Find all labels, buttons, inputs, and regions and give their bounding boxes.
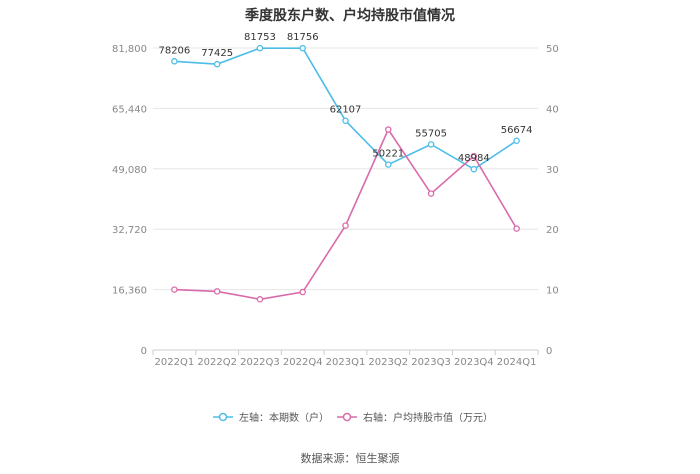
x-tick-label: 2022Q3 bbox=[240, 357, 280, 368]
x-tick-label: 2023Q3 bbox=[411, 357, 451, 368]
point-avg-value bbox=[427, 190, 435, 197]
x-tick-label: 2022Q4 bbox=[283, 357, 323, 368]
legend: 左轴：本期数（户） 右轴：户均持股市值（万元） bbox=[213, 411, 493, 424]
point-avg-value bbox=[385, 126, 392, 133]
chart-title: 季度股东户数、户均持股市值情况 bbox=[245, 8, 455, 24]
right-tick-label: 20 bbox=[546, 225, 559, 236]
point-households bbox=[213, 60, 221, 68]
x-tick-label: 2022Q1 bbox=[155, 357, 195, 368]
point-avg-value bbox=[470, 152, 478, 160]
data-source: 数据来源：恒生聚源 bbox=[300, 452, 400, 465]
right-tick-label: 10 bbox=[546, 286, 559, 297]
legend-label-households: 左轴：本期数（户） bbox=[239, 411, 329, 424]
right-axis-ticks: 0 10 20 30 40 50 bbox=[546, 44, 559, 357]
x-tick-label: 2023Q1 bbox=[326, 357, 366, 368]
left-tick-label: 65,440 bbox=[112, 104, 147, 115]
point-households bbox=[256, 44, 264, 52]
right-tick-label: 30 bbox=[546, 165, 559, 176]
point-avg-value bbox=[513, 225, 520, 232]
data-label: 81753 bbox=[244, 32, 276, 43]
point-households bbox=[470, 165, 478, 173]
data-label: 81756 bbox=[287, 32, 319, 43]
data-label: 50221 bbox=[372, 149, 404, 160]
point-avg-value bbox=[213, 288, 221, 295]
x-tick-label: 2024Q1 bbox=[497, 357, 537, 368]
left-tick-label: 16,360 bbox=[112, 286, 147, 297]
point-households bbox=[427, 141, 435, 148]
data-label: 48984 bbox=[458, 153, 490, 164]
legend-marker-households bbox=[218, 412, 228, 422]
point-households bbox=[342, 117, 349, 124]
point-households bbox=[171, 58, 178, 65]
point-households bbox=[385, 161, 392, 168]
data-label: 78206 bbox=[158, 45, 190, 56]
legend-label-avg-value: 右轴：户均持股市值（万元） bbox=[363, 411, 493, 424]
left-tick-label: 32,720 bbox=[112, 225, 147, 236]
point-households bbox=[513, 137, 520, 145]
point-avg-value bbox=[256, 296, 264, 303]
point-households bbox=[299, 44, 306, 52]
legend-marker-avg-value bbox=[342, 412, 352, 422]
data-label: 62107 bbox=[330, 105, 362, 116]
grid-lines bbox=[153, 47, 538, 291]
x-axis: 2022Q1 2022Q2 2022Q3 2022Q4 2023Q1 2023Q2 2023… bbox=[152, 349, 539, 368]
right-tick-label: 0 bbox=[546, 346, 552, 357]
left-tick-label: 0 bbox=[141, 346, 147, 357]
series-lines bbox=[171, 44, 520, 303]
right-tick-label: 50 bbox=[546, 44, 559, 55]
point-avg-value bbox=[299, 288, 306, 296]
data-label: 77425 bbox=[201, 48, 233, 59]
point-avg-value bbox=[171, 286, 178, 293]
left-axis-ticks: 0 16,360 32,720 49,080 65,440 81,800 bbox=[112, 44, 147, 357]
data-label: 56674 bbox=[501, 125, 533, 136]
x-tick-label: 2023Q2 bbox=[368, 357, 408, 368]
point-avg-value bbox=[342, 222, 349, 229]
right-tick-label: 40 bbox=[546, 104, 559, 115]
left-tick-label: 49,080 bbox=[112, 165, 147, 176]
data-labels: 78206 77425 81753 81756 62107 50221 55705 48984… bbox=[158, 32, 532, 164]
left-tick-label: 81,800 bbox=[112, 44, 147, 55]
data-label: 55705 bbox=[415, 128, 447, 139]
x-tick-label: 2022Q2 bbox=[197, 357, 237, 368]
x-tick-label: 2023Q4 bbox=[454, 357, 494, 368]
